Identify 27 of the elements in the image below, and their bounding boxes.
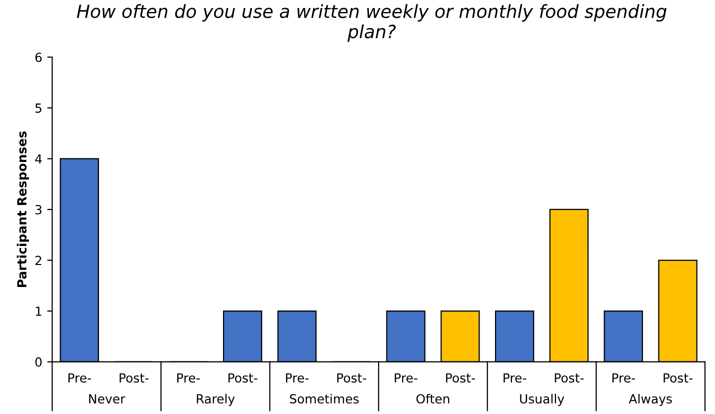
x-tick-label: Post-: [120, 373, 149, 383]
x-tick-label: Post-: [664, 373, 693, 383]
y-tick-label: 0: [35, 357, 42, 367]
y-tick-label: 4: [35, 154, 42, 164]
x-tick-label: Pre-: [177, 373, 200, 383]
x-tick-label: Post-: [337, 373, 366, 383]
y-axis-title: Participant Responses: [16, 131, 29, 287]
text: Often: [416, 394, 450, 404]
y-tick-label: 6: [35, 52, 42, 62]
y-tick-label: 3: [35, 204, 42, 214]
text: Never: [89, 394, 126, 404]
text: Usually: [520, 394, 564, 406]
text: Always: [628, 394, 672, 406]
y-tick-label: 2: [35, 256, 42, 266]
text: Rarely: [196, 394, 235, 406]
y-tick-label: 5: [35, 104, 42, 113]
x-tick-label: Post-: [228, 373, 258, 383]
x-tick-label: Post-: [446, 373, 475, 383]
x-tick-label: Post-: [554, 373, 584, 383]
chart-title: How often do you use a written weekly or monthly food spending plan?: [76, 4, 667, 42]
y-tick-label: 1: [36, 306, 42, 316]
text: Sometimes: [290, 394, 359, 404]
x-tick-label: Pre-: [504, 373, 526, 383]
x-tick-label: Pre-: [394, 373, 418, 383]
x-tick-label: Pre-: [68, 373, 91, 383]
x-tick-label: Pre-: [612, 373, 635, 383]
x-tick-label: Pre-: [286, 373, 309, 383]
